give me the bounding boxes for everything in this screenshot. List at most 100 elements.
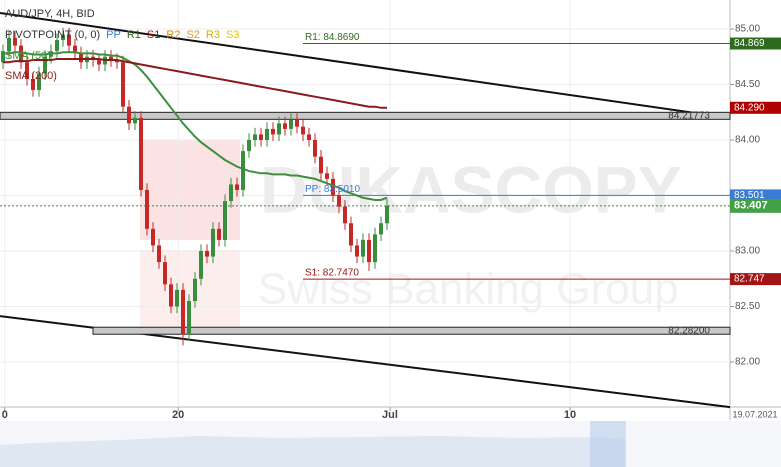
candle-body: [0, 51, 5, 63]
price-tag: [730, 189, 781, 202]
candle-body: [252, 134, 257, 140]
navigator-window[interactable]: [590, 421, 626, 467]
pivot-label: PP: 83.5010: [305, 184, 360, 195]
candle-body: [354, 245, 359, 257]
candle-body: [114, 60, 119, 63]
candle-body: [6, 37, 11, 52]
candle-body: [18, 45, 23, 63]
candle-body: [342, 206, 347, 224]
candle-body: [42, 56, 47, 74]
candle-body: [156, 245, 161, 263]
candle-body: [270, 128, 275, 135]
candle-body: [282, 123, 287, 129]
candle-body: [306, 134, 311, 140]
candle-body: [132, 117, 137, 124]
legend-item: SMA (200): [5, 70, 57, 82]
band-label: 84.21773: [668, 110, 710, 121]
watermark-text: Swiss Banking Group: [258, 265, 679, 314]
price-tag: [730, 37, 781, 50]
candle-body: [78, 53, 83, 63]
candle-body: [372, 234, 377, 263]
pivot-label: R1: 84.8690: [305, 32, 360, 43]
y-tick-label: 85.00: [735, 24, 760, 35]
candle-body: [246, 139, 251, 152]
legend-item: S2: [186, 29, 199, 41]
candle-body: [60, 34, 65, 41]
candle-body: [168, 284, 173, 307]
overlay: 84.21773 82.28200 R1: 84.8690 84.869 PP: 83.…: [305, 32, 781, 336]
candle-body: [180, 289, 185, 335]
candle-body: [72, 45, 77, 54]
candle-body: [348, 223, 353, 246]
candle-body: [30, 78, 35, 91]
price-tag-label: 84.290: [734, 102, 765, 113]
candle-body: [192, 278, 197, 301]
price-tag-label: 84.869: [734, 38, 765, 49]
price-tag-label: 83.407: [734, 200, 768, 212]
level-band: [0, 111, 731, 120]
candle-body: [258, 134, 263, 140]
candle-body: [360, 239, 365, 257]
candle-body: [294, 120, 299, 127]
candle-body: [108, 56, 113, 61]
legend-title: AUD/JPY, 4H, BID: [5, 8, 95, 20]
candle-body: [228, 184, 233, 202]
price-tag: [730, 101, 781, 114]
candle-body: [264, 128, 269, 140]
candle-body: [144, 189, 149, 229]
legend-item: R1: [127, 29, 141, 41]
sma-line: [2, 57, 387, 109]
candle-body: [378, 223, 383, 235]
legend-pivot: PIVOTPOINT (0, 0): [5, 29, 100, 41]
y-tick-label: 84.50: [735, 79, 760, 90]
watermark-text: DUKASCOPY: [260, 152, 682, 226]
candle-body: [36, 73, 41, 91]
candle-body: [24, 62, 29, 79]
candle-body: [216, 228, 221, 240]
pivot-label: S1: 82.7470: [305, 268, 359, 279]
candle-body: [324, 173, 329, 179]
candle-body: [12, 37, 17, 46]
band-label: 82.28200: [668, 325, 710, 336]
candle-body: [210, 228, 215, 257]
candle-body: [96, 60, 101, 65]
legend-item: S3: [226, 29, 239, 41]
legend: AUD/JPY, 4H, BID PIVOTPOINT (0, 0) PP R1 S1 R…: [5, 8, 239, 82]
candle-body: [120, 62, 125, 107]
plot-area: 82.0082.5083.0083.5084.0084.5085.00020Ju…: [0, 0, 778, 421]
candle-body: [312, 139, 317, 157]
y-tick-label: 82.00: [735, 357, 760, 368]
candle-body: [300, 126, 305, 135]
date-label: 19.07.2021: [732, 409, 777, 419]
trend-line: [0, 11, 731, 120]
legend-item: SMA (50): [5, 50, 51, 62]
candle-body: [234, 184, 239, 190]
candle-body: [318, 156, 323, 174]
candle-body: [126, 106, 131, 124]
y-tick-label: 82.50: [735, 301, 760, 312]
price-tag-label: 82.747: [734, 274, 765, 285]
price-tag-label: 83.501: [734, 190, 765, 201]
candle-body: [366, 239, 371, 263]
x-tick-label: 10: [564, 409, 576, 421]
candle-body: [66, 34, 71, 46]
x-tick-label: Jul: [382, 409, 398, 421]
candle-body: [186, 300, 191, 335]
legend-item: R3: [206, 29, 220, 41]
candle-body: [204, 251, 209, 257]
candle-body: [138, 117, 143, 190]
candle-body: [240, 151, 245, 190]
candle-body: [174, 289, 179, 307]
navigator-area: [0, 436, 625, 467]
candle-body: [330, 178, 335, 196]
y-tick-label: 83.00: [735, 246, 760, 257]
candle-body: [384, 205, 389, 224]
x-tick-label: 0: [2, 409, 8, 421]
legend-item: S1: [147, 29, 160, 41]
watermark: DUKASCOPY Swiss Banking Group: [140, 140, 682, 330]
sma-line: [2, 51, 388, 201]
candle-body: [288, 120, 293, 129]
level-band: [92, 326, 731, 335]
